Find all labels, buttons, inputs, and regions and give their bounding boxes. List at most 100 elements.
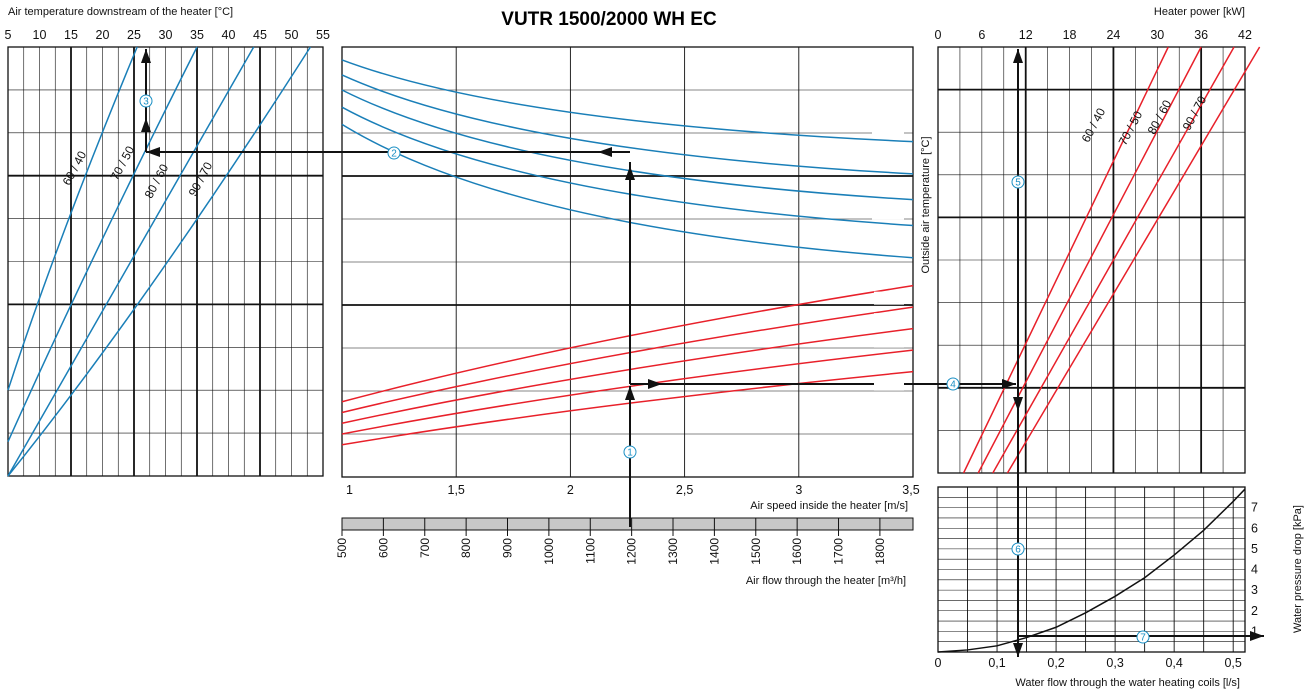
air-flow-tick-label: 1800 — [873, 538, 887, 565]
air-temp-tick-label: 25 — [127, 28, 141, 42]
air-flow-tick-label: 1100 — [583, 538, 597, 564]
air-flow-tick-label: 1700 — [832, 538, 846, 565]
pressure-drop-y-tick-label: 4 — [1251, 563, 1258, 577]
blue-series-label-bg — [872, 180, 904, 194]
heater-power-series-label: 60 / 40 — [1079, 105, 1109, 144]
heater-power-axis-label: Heater power [kW] — [1154, 6, 1245, 18]
red-series-label-bg — [874, 291, 904, 305]
arrow-temp-up-2-head — [141, 49, 151, 63]
pressure-drop-x-tick-label: 0,4 — [1165, 656, 1182, 670]
blue-series-line — [341, 74, 914, 175]
red-series-line — [341, 284, 914, 403]
heater-power-tick-label: 42 — [1238, 28, 1252, 42]
pressure-drop-x-label: Water flow through the water heating coi… — [1015, 677, 1240, 689]
air-temp-tick-label: 5 — [5, 28, 12, 42]
chart-title: VUTR 1500/2000 WH EC — [501, 9, 717, 30]
arrows-layer — [141, 49, 1264, 657]
marker-label: 6 — [1015, 545, 1021, 556]
marker-label: 1 — [627, 448, 633, 459]
air-flow-axis-label: Air flow through the heater [m³/h] — [746, 575, 906, 587]
arrow-to-temp-head — [598, 147, 612, 157]
air-flow-tick-label: 1500 — [749, 538, 763, 565]
air-flow-band — [341, 517, 914, 531]
marker-circle — [946, 377, 960, 391]
air-temp-tick-label: 20 — [96, 28, 110, 42]
air-speed-tick-label: 1,5 — [448, 483, 465, 497]
arrow-to-power-head — [648, 379, 662, 389]
pressure-drop-y-tick-label: 5 — [1251, 542, 1258, 556]
marker-circle — [1011, 542, 1025, 556]
arrow-speed-up-head — [625, 386, 635, 400]
pressure-drop-x-tick-label: 0,5 — [1224, 656, 1241, 670]
air-temp-series-label: 90 / 70 — [186, 159, 216, 198]
heater-power-tick-label: 0 — [935, 28, 942, 42]
marker-label: 2 — [391, 149, 397, 160]
arrow-to-temp-head — [146, 147, 160, 157]
air-temp-series-line — [7, 46, 138, 391]
air-temp-tick-label: 10 — [33, 28, 47, 42]
arrow-to-pressure-head — [1250, 631, 1264, 641]
marker-label: 5 — [1015, 178, 1021, 189]
air-temp-series-line — [7, 46, 198, 442]
air-temp-series-label: 60 / 40 — [60, 148, 90, 187]
air-speed-axis-label: Air speed inside the heater [m/s] — [750, 500, 908, 512]
pressure-drop-series-line — [937, 488, 1246, 653]
blue-series-line — [341, 106, 914, 227]
arrow-power-down-head — [1013, 397, 1023, 411]
pressure-drop-y-tick-label: 3 — [1251, 583, 1258, 597]
pressure-drop-x-tick-label: 0,3 — [1106, 656, 1123, 670]
red-series-line — [341, 370, 914, 446]
pressure-drop-y-tick-label: 7 — [1251, 501, 1258, 515]
blue-series-line — [341, 59, 914, 143]
pressure-drop-y-tick-label: 2 — [1251, 604, 1258, 618]
arrow-to-power-end-head — [1002, 379, 1016, 389]
air-flow-tick-label: 1400 — [707, 538, 721, 565]
heater-power-series-label: 70 / 50 — [1116, 108, 1146, 147]
marker-circle — [139, 94, 153, 108]
pressure-drop-x-tick-label: 0,2 — [1047, 656, 1064, 670]
blue-series-label-bg — [872, 154, 904, 168]
red-series-label-bg — [874, 313, 904, 327]
air-temp-tick-label: 30 — [159, 28, 173, 42]
heater-power-tick-label: 24 — [1106, 28, 1120, 42]
red-series-label-bg — [874, 356, 904, 370]
air-temp-tick-label: 50 — [285, 28, 299, 42]
air-temp-axis-label: Air temperature downstream of the heater… — [8, 6, 233, 18]
marker-circle — [387, 146, 401, 160]
marker-label: 7 — [1140, 633, 1146, 644]
air-flow-tick-label: 800 — [459, 538, 473, 558]
air-speed-tick-label: 2,5 — [676, 483, 693, 497]
arrow-temp-up-head — [141, 118, 151, 132]
blue-series-label-bg — [872, 122, 904, 136]
air-speed-tick-label: 3,5 — [902, 483, 919, 497]
air-temp-tick-label: 15 — [64, 28, 78, 42]
blue-series-line — [341, 89, 914, 201]
air-flow-tick-label: 700 — [418, 538, 432, 558]
air-temp-tick-label: 45 — [253, 28, 267, 42]
arrow-flow-down-head — [1013, 643, 1023, 657]
heater-power-tick-label: 12 — [1019, 28, 1033, 42]
heater-power-series-label: 80 / 60 — [1145, 97, 1175, 136]
marker-circle — [1136, 630, 1150, 644]
blue-series-label-bg — [872, 238, 904, 252]
marker-circle — [1011, 175, 1025, 189]
air-temp-tick-label: 40 — [222, 28, 236, 42]
pressure-drop-y-tick-label: 6 — [1251, 521, 1258, 535]
heater-power-tick-label: 6 — [978, 28, 985, 42]
pressure-drop-x-tick-label: 0 — [935, 656, 942, 670]
arrow-speed-up-2-head — [625, 166, 635, 180]
air-flow-tick-label: 900 — [501, 538, 515, 558]
marker-circle — [623, 445, 637, 459]
heater-power-series-label: 90 / 70 — [1180, 93, 1210, 132]
marker-label: 3 — [143, 97, 149, 108]
heater-power-tick-label: 18 — [1063, 28, 1077, 42]
pressure-drop-y-tick-label: 1 — [1251, 624, 1258, 638]
air-temp-tick-label: 35 — [190, 28, 204, 42]
air-flow-tick-label: 1300 — [666, 538, 680, 565]
air-speed-tick-label: 2 — [567, 483, 574, 497]
heater-power-tick-label: 30 — [1150, 28, 1164, 42]
air-flow-tick-label: 1600 — [790, 538, 804, 565]
heater-power-series-line — [992, 46, 1235, 474]
